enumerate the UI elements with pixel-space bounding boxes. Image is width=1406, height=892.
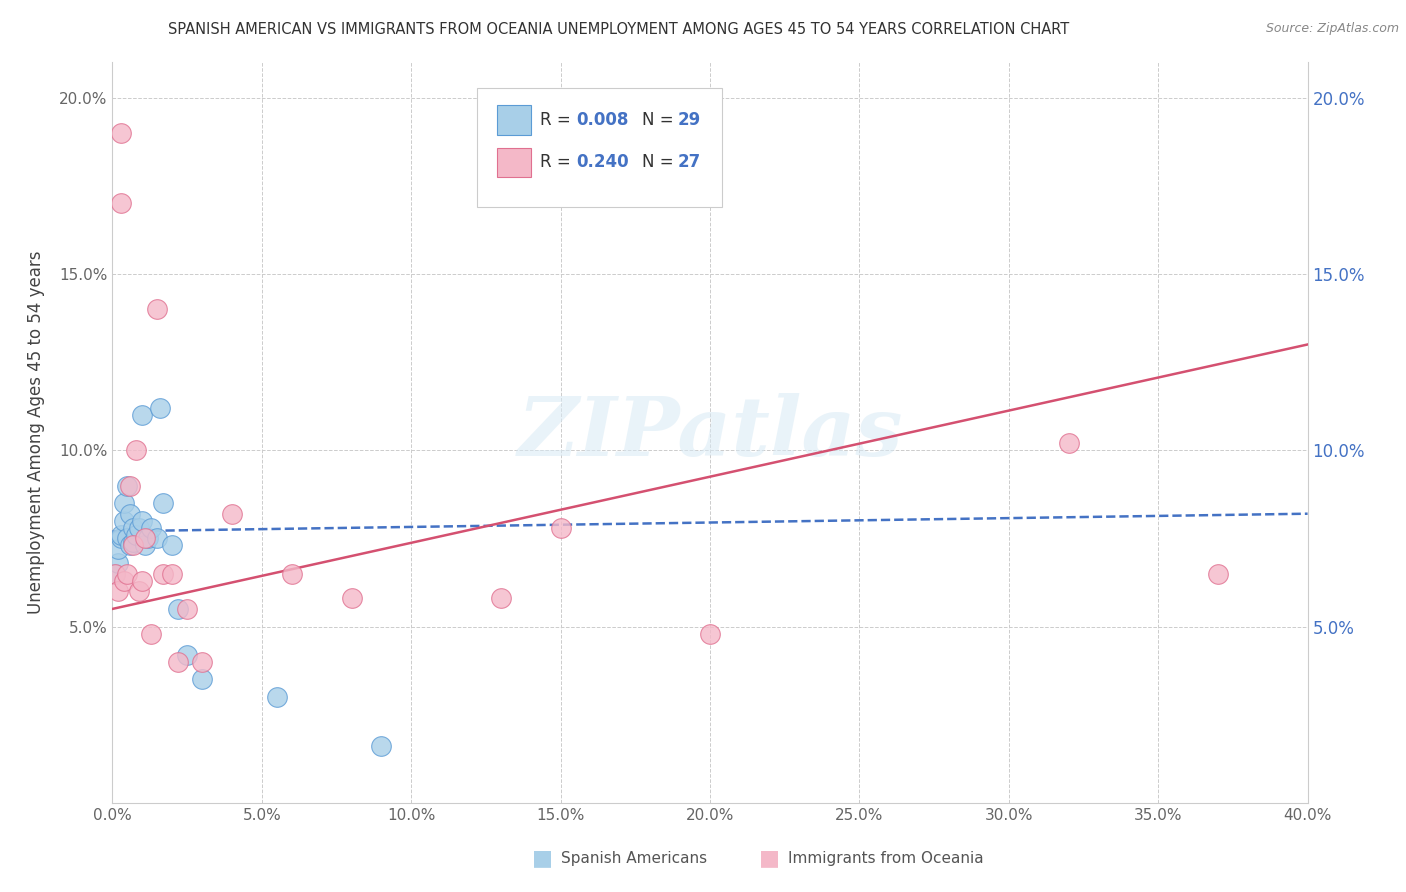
FancyBboxPatch shape [477, 88, 723, 207]
Text: 0.240: 0.240 [576, 153, 628, 171]
Y-axis label: Unemployment Among Ages 45 to 54 years: Unemployment Among Ages 45 to 54 years [27, 251, 45, 615]
Point [104, 566, 127, 581]
Point [125, 528, 148, 542]
Text: ■: ■ [759, 848, 780, 868]
Point [110, 532, 132, 546]
Text: 29: 29 [678, 112, 702, 129]
Point [176, 648, 198, 662]
Point [117, 532, 139, 546]
Point [110, 126, 132, 140]
Text: Source: ZipAtlas.com: Source: ZipAtlas.com [1265, 22, 1399, 36]
Point [107, 584, 129, 599]
Point [146, 302, 169, 317]
Point [114, 514, 135, 528]
Text: 0.008: 0.008 [576, 112, 628, 129]
Point [167, 655, 190, 669]
Point [134, 538, 156, 552]
Bar [498, 147, 531, 178]
Text: Immigrants from Oceania: Immigrants from Oceania [787, 851, 983, 866]
Point [104, 566, 127, 581]
Text: ■: ■ [533, 848, 553, 868]
Point [117, 566, 139, 581]
Point [1057, 436, 1080, 450]
Point [128, 521, 150, 535]
Point [191, 673, 214, 687]
Text: 27: 27 [678, 153, 702, 171]
Point [131, 574, 153, 588]
Point [122, 538, 145, 552]
Point [550, 521, 572, 535]
Point [125, 443, 148, 458]
Point [110, 196, 132, 211]
Text: R =: R = [540, 112, 576, 129]
Point [120, 478, 142, 492]
Point [167, 602, 190, 616]
Point [122, 535, 145, 549]
Point [131, 514, 153, 528]
Text: R =: R = [540, 153, 576, 171]
Point [114, 496, 135, 510]
Point [107, 556, 129, 570]
Point [191, 655, 214, 669]
Point [134, 532, 156, 546]
Point [141, 626, 163, 640]
Text: SPANISH AMERICAN VS IMMIGRANTS FROM OCEANIA UNEMPLOYMENT AMONG AGES 45 TO 54 YEA: SPANISH AMERICAN VS IMMIGRANTS FROM OCEA… [167, 22, 1070, 37]
Point [152, 566, 174, 581]
Point [120, 507, 142, 521]
Text: N =: N = [643, 112, 679, 129]
Point [114, 574, 135, 588]
Point [146, 532, 169, 546]
Text: N =: N = [643, 153, 679, 171]
Point [110, 528, 132, 542]
Point [162, 538, 183, 552]
Point [120, 538, 142, 552]
Point [281, 566, 304, 581]
Point [699, 626, 721, 640]
Text: Spanish Americans: Spanish Americans [561, 851, 707, 866]
Point [176, 602, 198, 616]
Text: ZIPatlas: ZIPatlas [517, 392, 903, 473]
Point [340, 591, 363, 606]
Point [152, 496, 174, 510]
Point [489, 591, 512, 606]
Point [221, 507, 243, 521]
Point [370, 739, 392, 754]
Point [266, 690, 288, 704]
Point [131, 408, 153, 422]
Point [149, 401, 172, 415]
Point [128, 584, 150, 599]
Point [117, 478, 139, 492]
Point [141, 521, 163, 535]
Bar [498, 105, 531, 135]
Point [122, 521, 145, 535]
Point [1206, 566, 1229, 581]
Point [138, 532, 160, 546]
Point [107, 541, 129, 556]
Point [162, 566, 183, 581]
